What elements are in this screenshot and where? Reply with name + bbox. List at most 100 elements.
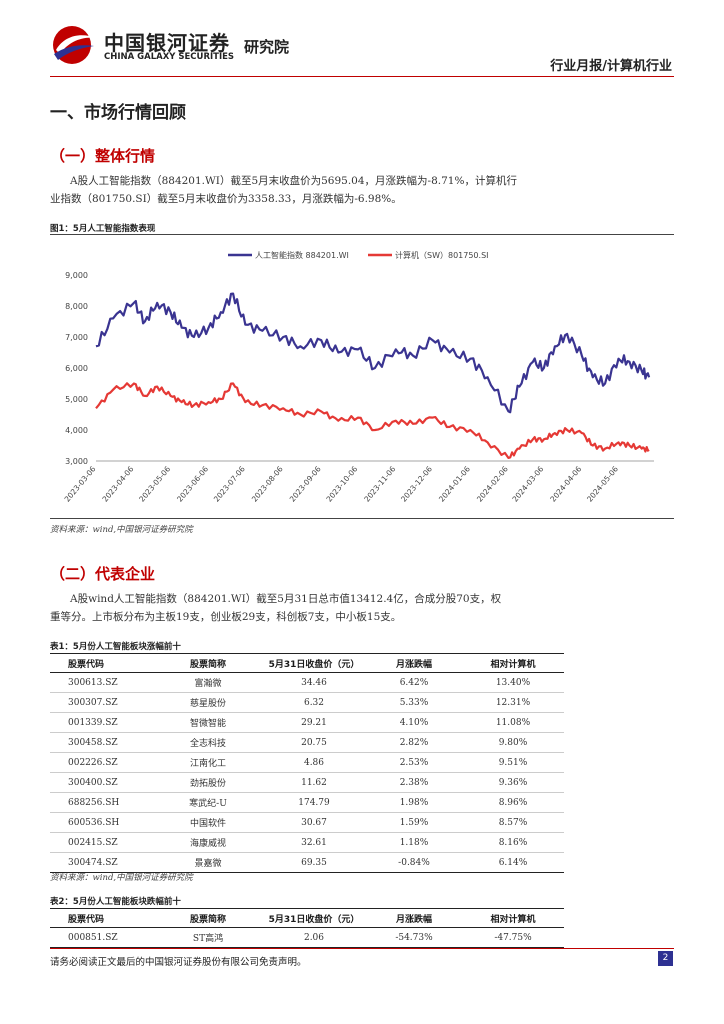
table-cell: 29.21: [262, 712, 366, 733]
table-row: 001339.SZ 智微智能 29.21 4.10% 11.08%: [50, 712, 564, 733]
table-cell: 中国软件: [154, 812, 262, 833]
table-cell: 6.14%: [462, 852, 564, 873]
x-tick-label: 2023-07-06: [212, 464, 247, 503]
table-row: 688256.SH 寒武纪-U 174.79 1.98% 8.96%: [50, 792, 564, 813]
x-tick-label: 2023-03-06: [63, 464, 98, 503]
y-tick-label: 7,000: [65, 333, 88, 342]
table-cell: 9.36%: [462, 772, 564, 793]
series-line: [95, 292, 651, 414]
table-cell: 8.57%: [462, 812, 564, 833]
table-row: 000851.SZ ST高鸿 2.06 -54.73% -47.75%: [50, 927, 564, 948]
table-cell: 2.82%: [366, 732, 462, 753]
x-tick-label: 2024-04-06: [548, 464, 583, 503]
table-row: 600536.SH 中国软件 30.67 1.59% 8.57%: [50, 812, 564, 833]
table-cell: 600536.SH: [50, 812, 154, 833]
x-tick-label: 2023-09-06: [288, 464, 323, 503]
table-cell: -0.84%: [366, 852, 462, 873]
table-header: 股票代码: [50, 908, 154, 928]
table-top-losers: 股票代码 股票简称 5月31日收盘价（元） 月涨跌幅 相对计算机 000851.…: [50, 908, 564, 948]
paragraph-companies-1: A股wind人工智能指数（884201.WI）截至5月31日总市值13412.4…: [70, 593, 502, 605]
table-cell: 11.08%: [462, 712, 564, 733]
table-cell: 300613.SZ: [50, 672, 154, 693]
table-cell: 8.96%: [462, 792, 564, 813]
table-header: 股票简称: [154, 653, 262, 673]
y-tick-label: 8,000: [65, 302, 88, 311]
table-cell: 9.80%: [462, 732, 564, 753]
header-divider: [50, 76, 674, 77]
table-cell: 002415.SZ: [50, 832, 154, 853]
brand-name-cn: 中国银河证券: [104, 31, 230, 55]
table-cell: 4.86: [262, 752, 366, 773]
table-cell: 001339.SZ: [50, 712, 154, 733]
table-header: 股票代码: [50, 653, 154, 673]
table-cell: 002226.SZ: [50, 752, 154, 773]
x-tick-label: 2023-08-06: [250, 464, 285, 503]
table-cell: 2.38%: [366, 772, 462, 793]
table-cell: 34.46: [262, 672, 366, 693]
table-cell: ST高鸿: [154, 927, 262, 948]
table-cell: -54.73%: [366, 927, 462, 948]
y-tick-label: 4,000: [65, 426, 88, 435]
figure-caption: 图1：5月人工智能指数表现: [50, 224, 156, 234]
x-tick-label: 2024-01-06: [437, 464, 472, 503]
table1-source: 资料来源：wind,中国银河证券研究院: [50, 873, 193, 883]
chart-legend: 人工智能指数 884201.WI 计算机（SW）801750.SI: [228, 250, 489, 260]
table-row: 300474.SZ 景嘉微 69.35 -0.84% 6.14%: [50, 852, 564, 873]
x-axis: 2023-03-06 2023-04-06 2023-05-06 2023-06-06…: [63, 464, 621, 503]
table-cell: 寒武纪-U: [154, 792, 262, 813]
table-header: 月涨跌幅: [366, 653, 462, 673]
table-cell: 2.53%: [366, 752, 462, 773]
table-cell: 300474.SZ: [50, 852, 154, 873]
table-cell: 300458.SZ: [50, 732, 154, 753]
series-line: [95, 382, 650, 459]
legend-label: 人工智能指数 884201.WI: [255, 250, 349, 260]
x-tick-label: 2024-02-06: [475, 464, 510, 503]
table-cell: 景嘉微: [154, 852, 262, 873]
table-cell: 8.16%: [462, 832, 564, 853]
y-tick-label: 6,000: [65, 364, 88, 373]
section-title: 一、市场行情回顾: [50, 103, 186, 123]
footer-divider: [50, 948, 674, 949]
chart-lines: [95, 292, 651, 459]
table-cell: 32.61: [262, 832, 366, 853]
table-cell: 1.98%: [366, 792, 462, 813]
table-cell: 300400.SZ: [50, 772, 154, 793]
table-cell: -47.75%: [462, 927, 564, 948]
table-cell: 4.10%: [366, 712, 462, 733]
figure-bottom-rule: [50, 518, 674, 519]
table-cell: 1.18%: [366, 832, 462, 853]
page-number: 2: [658, 951, 673, 966]
research-label: 研究院: [244, 38, 290, 56]
y-axis: 9,000 8,000 7,000 6,000 5,000 4,000 3,000: [65, 271, 654, 466]
brand-name-en: CHINA GALAXY SECURITIES: [104, 52, 235, 62]
legend-label: 计算机（SW）801750.SI: [395, 250, 489, 260]
table-header: 月涨跌幅: [366, 908, 462, 928]
table-cell: 11.62: [262, 772, 366, 793]
table-cell: 2.06: [262, 927, 366, 948]
y-tick-label: 9,000: [65, 271, 88, 280]
table-header: 相对计算机: [462, 653, 564, 673]
paragraph-overall-1: A股人工智能指数（884201.WI）截至5月末收盘价为5695.04，月涨跌幅…: [70, 175, 517, 187]
table-row: 300613.SZ 富瀚微 34.46 6.42% 13.40%: [50, 672, 564, 693]
table-cell: 69.35: [262, 852, 366, 873]
y-tick-label: 5,000: [65, 395, 88, 404]
table-row: 002226.SZ 江南化工 4.86 2.53% 9.51%: [50, 752, 564, 773]
table-cell: 江南化工: [154, 752, 262, 773]
table-top-gainers: 股票代码 股票简称 5月31日收盘价（元） 月涨跌幅 相对计算机 300613.…: [50, 653, 564, 873]
y-tick-label: 3,000: [65, 457, 88, 466]
table-header: 5月31日收盘价（元）: [262, 653, 366, 673]
table-cell: 688256.SH: [50, 792, 154, 813]
x-tick-label: 2023-11-06: [362, 464, 397, 503]
table-cell: 30.67: [262, 812, 366, 833]
index-line-chart: 人工智能指数 884201.WI 计算机（SW）801750.SI 9,000 8,…: [63, 250, 654, 504]
table-cell: 慈星股份: [154, 692, 262, 713]
table-cell: 全志科技: [154, 732, 262, 753]
table-cell: 6.32: [262, 692, 366, 713]
subsection-title-companies: （二）代表企业: [50, 565, 156, 583]
x-tick-label: 2023-12-06: [399, 464, 434, 503]
table1-caption: 表1：5月份人工智能板块涨幅前十: [50, 642, 181, 652]
table2-caption: 表2：5月份人工智能板块跌幅前十: [50, 897, 181, 907]
x-tick-label: 2023-10-06: [324, 464, 359, 503]
galaxy-logo-icon: [53, 26, 96, 64]
table-cell: 5.33%: [366, 692, 462, 713]
